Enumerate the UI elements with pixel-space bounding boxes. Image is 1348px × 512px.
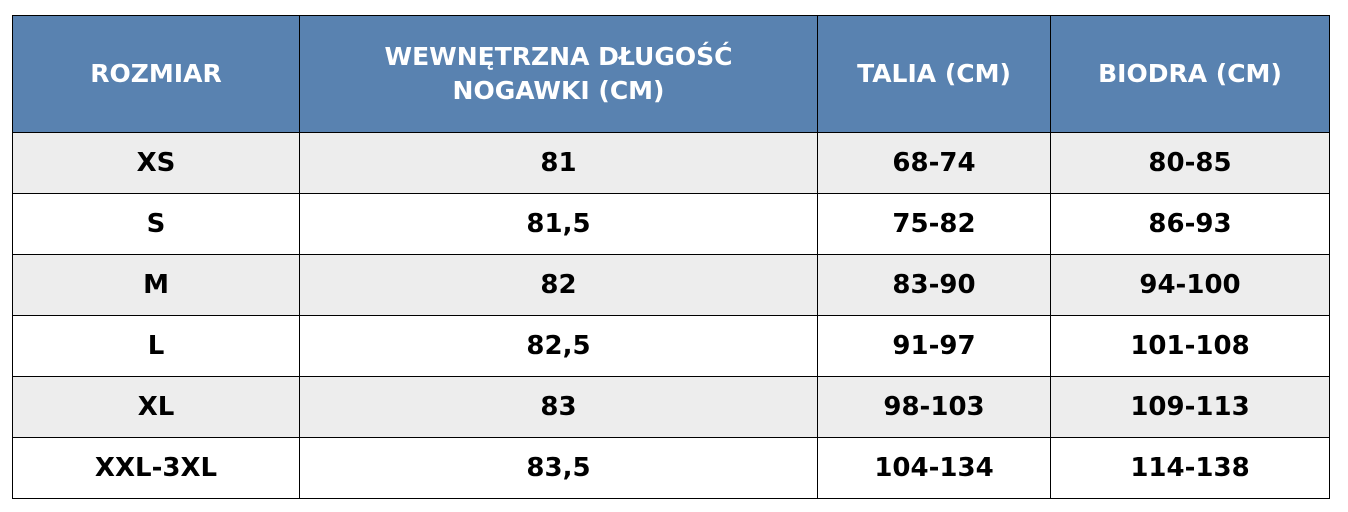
cell-size: S (12, 193, 300, 255)
table-row: XXL-3XL 83,5 104-134 114-138 (12, 437, 1330, 499)
cell-waist: 68-74 (817, 132, 1051, 194)
table-row: XS 81 68-74 80-85 (12, 132, 1330, 194)
cell-inseam: 81 (299, 132, 818, 194)
cell-hips: 94-100 (1050, 254, 1330, 316)
cell-size: XL (12, 376, 300, 438)
header-row: ROZMIAR WEWNĘTRZNA DŁUGOŚĆ NOGAWKI (CM) … (12, 15, 1330, 133)
cell-inseam: 83,5 (299, 437, 818, 499)
cell-waist: 83-90 (817, 254, 1051, 316)
cell-size: XS (12, 132, 300, 194)
header-waist: TALIA (CM) (817, 15, 1051, 133)
table-row: L 82,5 91-97 101-108 (12, 315, 1330, 377)
header-inseam: WEWNĘTRZNA DŁUGOŚĆ NOGAWKI (CM) (299, 15, 818, 133)
cell-inseam: 83 (299, 376, 818, 438)
cell-size: XXL-3XL (12, 437, 300, 499)
cell-size: M (12, 254, 300, 316)
cell-hips: 101-108 (1050, 315, 1330, 377)
table-row: M 82 83-90 94-100 (12, 254, 1330, 316)
cell-inseam: 82,5 (299, 315, 818, 377)
header-size: ROZMIAR (12, 15, 300, 133)
cell-waist: 75-82 (817, 193, 1051, 255)
size-chart-table: ROZMIAR WEWNĘTRZNA DŁUGOŚĆ NOGAWKI (CM) … (12, 15, 1330, 499)
cell-hips: 109-113 (1050, 376, 1330, 438)
cell-waist: 98-103 (817, 376, 1051, 438)
cell-hips: 114-138 (1050, 437, 1330, 499)
table-row: S 81,5 75-82 86-93 (12, 193, 1330, 255)
cell-hips: 80-85 (1050, 132, 1330, 194)
cell-size: L (12, 315, 300, 377)
cell-waist: 91-97 (817, 315, 1051, 377)
cell-inseam: 81,5 (299, 193, 818, 255)
cell-hips: 86-93 (1050, 193, 1330, 255)
header-hips: BIODRA (CM) (1050, 15, 1330, 133)
table-row: XL 83 98-103 109-113 (12, 376, 1330, 438)
cell-inseam: 82 (299, 254, 818, 316)
cell-waist: 104-134 (817, 437, 1051, 499)
